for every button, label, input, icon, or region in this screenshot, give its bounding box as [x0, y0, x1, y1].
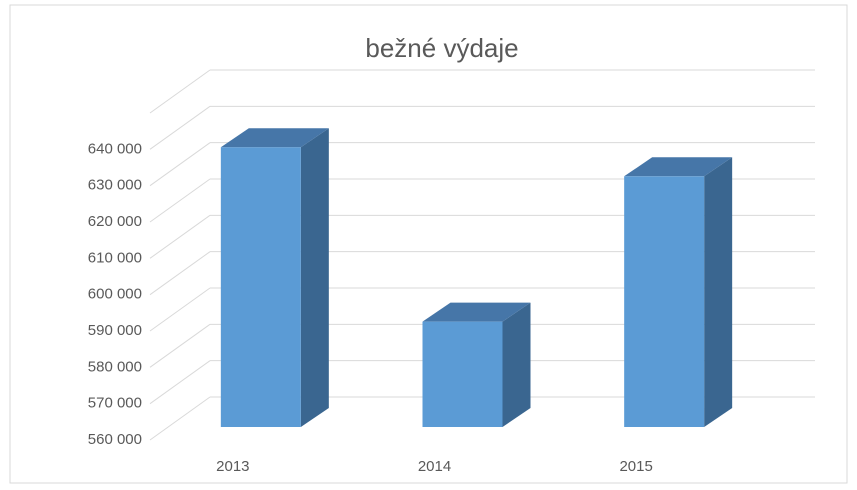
x-tick-label: 2013: [216, 458, 249, 475]
bar: [422, 321, 503, 427]
grid-line: [149, 360, 211, 405]
bar-side: [300, 128, 329, 427]
y-tick-label: 640 000: [88, 140, 142, 157]
grid-line: [149, 251, 211, 296]
y-tick-label: 560 000: [88, 431, 142, 448]
y-tick-label: 570 000: [88, 395, 142, 412]
bar: [220, 147, 301, 427]
wall-edge: [149, 69, 211, 114]
y-tick-label: 610 000: [88, 249, 142, 266]
x-tick-label: 2015: [619, 458, 652, 475]
grid-line: [149, 396, 211, 441]
bar-side: [502, 302, 531, 427]
grid-line: [149, 105, 211, 150]
grid-line: [149, 142, 211, 187]
x-tick-label: 2014: [418, 458, 451, 475]
grid-line: [149, 214, 211, 259]
y-tick-label: 630 000: [88, 177, 142, 194]
y-tick-label: 580 000: [88, 358, 142, 375]
grid-line: [149, 178, 211, 223]
y-tick-label: 620 000: [88, 213, 142, 230]
bar-side: [704, 157, 733, 428]
grid-line: [149, 287, 211, 332]
bar-top: [624, 157, 733, 177]
y-tick-label: 590 000: [88, 322, 142, 339]
chart-title: bežné výdaje: [365, 33, 518, 63]
bar-top: [220, 128, 329, 148]
bar-top: [422, 302, 531, 322]
y-tick-label: 600 000: [88, 286, 142, 303]
bar: [624, 176, 705, 427]
grid-line: [149, 323, 211, 368]
